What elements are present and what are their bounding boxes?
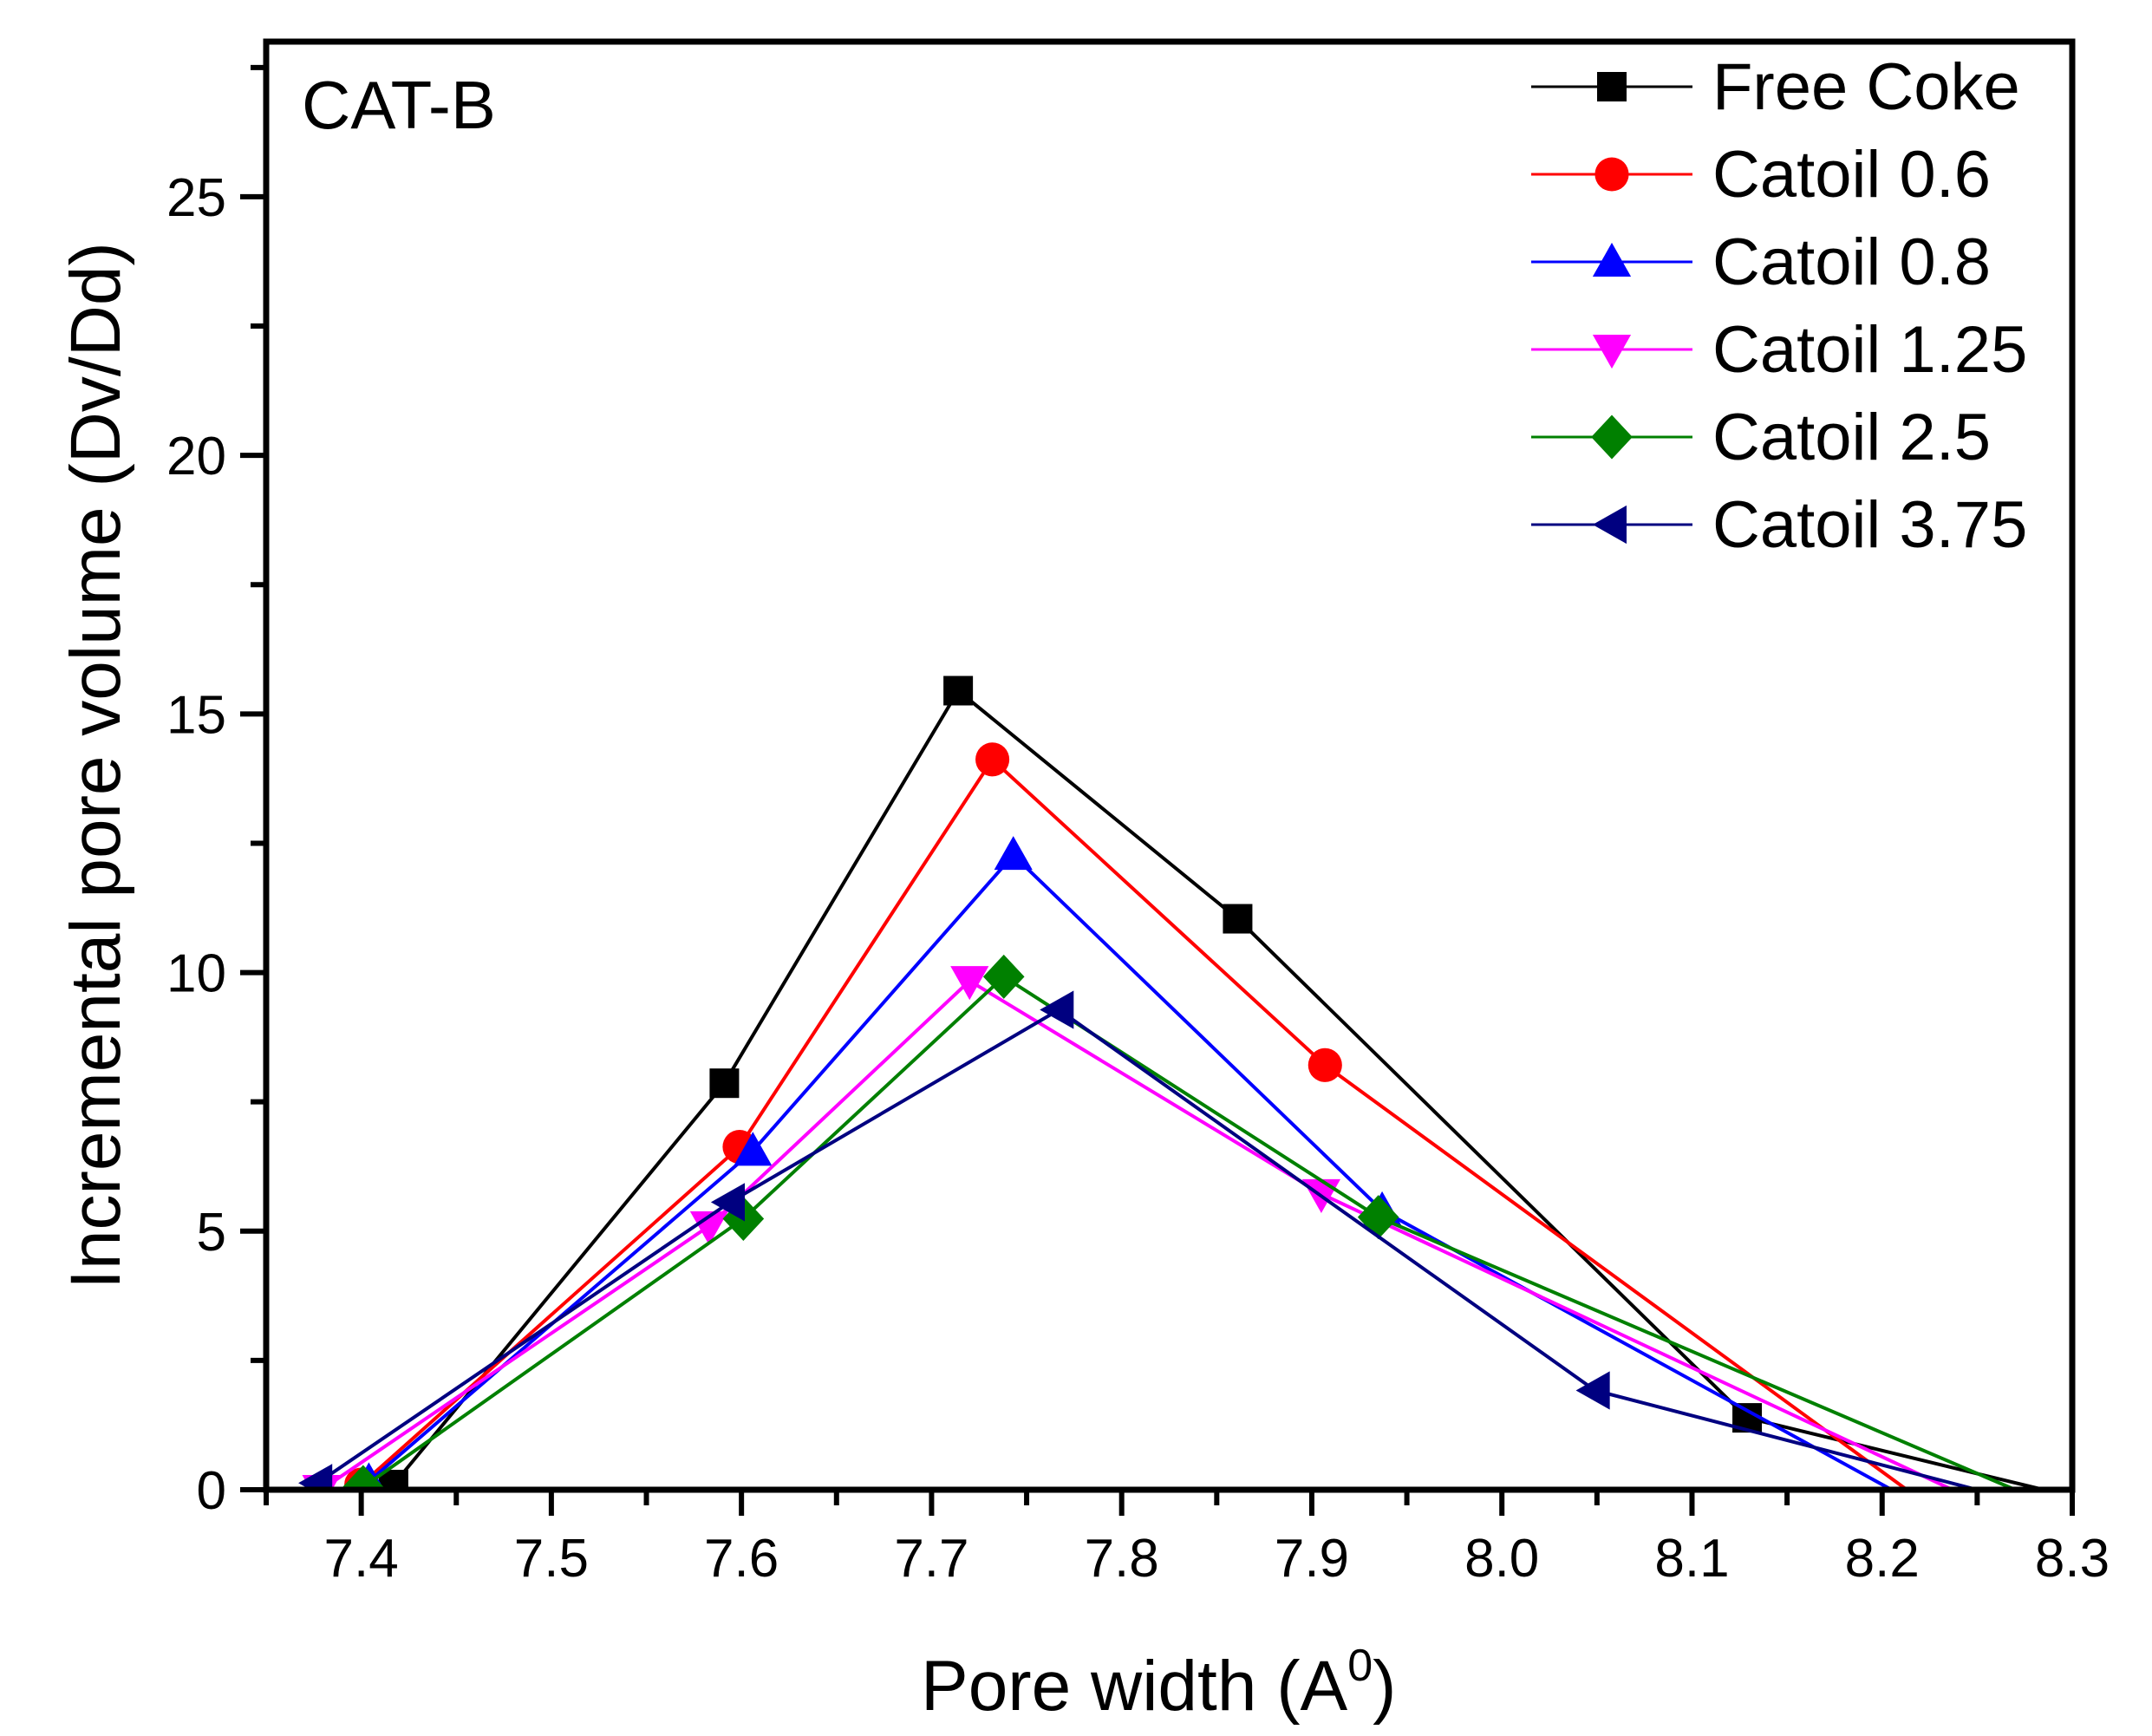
legend-marker-square — [1597, 72, 1627, 101]
x-tick-label: 7.9 — [1275, 1529, 1349, 1589]
data-point-catoil-3-75 — [1575, 1371, 1610, 1410]
y-tick-label: 15 — [166, 685, 226, 745]
legend-label: Catoil 1.25 — [1712, 313, 2027, 387]
data-point-catoil-0-8 — [994, 836, 1033, 871]
x-axis-title-end: ) — [1373, 1647, 1396, 1726]
data-point-catoil-2-5 — [1357, 1195, 1399, 1240]
series-line-catoil-0-8 — [368, 852, 1893, 1490]
y-tick-label: 0 — [197, 1461, 226, 1521]
legend-marker-triangle-down — [1592, 335, 1632, 369]
data-point-catoil-2-5 — [982, 954, 1025, 999]
legend-item-free-coke: Free Coke — [1531, 50, 2020, 124]
series-line-catoil-0-6 — [360, 756, 1908, 1490]
y-tick-label: 20 — [166, 427, 226, 486]
x-tick-label: 7.8 — [1085, 1529, 1159, 1589]
legend-item-catoil-2-5: Catoil 2.5 — [1531, 401, 1991, 474]
data-point-catoil-3-75 — [710, 1183, 746, 1222]
x-axis-title-sup: 0 — [1347, 1641, 1373, 1691]
data-point-catoil-0-8 — [734, 1132, 773, 1166]
legend-marker-triangle-left — [1592, 505, 1627, 545]
data-point-catoil-0-6 — [975, 742, 1010, 777]
legend-label: Catoil 2.5 — [1712, 401, 1991, 474]
legend-item-catoil-1-25: Catoil 1.25 — [1531, 313, 2027, 387]
plot-frame — [263, 38, 2076, 1493]
data-point-catoil-2-5 — [342, 1465, 384, 1490]
x-tick-label: 8.2 — [1845, 1529, 1920, 1589]
data-point-catoil-3-75 — [298, 1464, 333, 1490]
x-tick-label: 7.6 — [704, 1529, 779, 1589]
y-tick-label: 25 — [166, 168, 226, 228]
x-tick-label: 7.5 — [514, 1529, 589, 1589]
legend-item-catoil-0-8: Catoil 0.8 — [1531, 225, 1991, 299]
series-line-free-coke — [392, 688, 2044, 1490]
legend-label: Catoil 0.8 — [1712, 225, 1991, 299]
data-point-catoil-0-6 — [1308, 1047, 1342, 1082]
x-tick-label: 8.3 — [2035, 1529, 2110, 1589]
series-line-catoil-3-75 — [316, 1008, 1978, 1490]
y-axis-title: Incremental pore volume (Dv/Dd) — [56, 242, 135, 1289]
x-tick-label: 7.4 — [324, 1529, 399, 1589]
legend: Free Coke Catoil 0.6 Catoil 0.8 Catoil 1.25… — [1531, 50, 2027, 562]
series-line-catoil-1-25 — [320, 978, 1953, 1490]
legend-marker-triangle-up — [1592, 242, 1632, 277]
y-tick-label: 5 — [197, 1203, 226, 1263]
x-tick-label: 8.1 — [1654, 1529, 1729, 1589]
legend-marker-diamond — [1591, 414, 1633, 460]
y-tick-label: 10 — [166, 944, 226, 1004]
series-line-catoil-2-5 — [362, 974, 2017, 1490]
data-point-catoil-1-25 — [950, 966, 989, 1001]
data-point-free-coke — [1223, 904, 1253, 934]
x-tick-label: 7.7 — [894, 1529, 968, 1589]
x-tick-label: 8.0 — [1464, 1529, 1539, 1589]
x-axis-title: Pore width (A0) — [921, 1641, 1396, 1726]
legend-item-catoil-3-75: Catoil 3.75 — [1531, 488, 2027, 562]
data-point-catoil-3-75 — [1040, 990, 1074, 1029]
data-point-catoil-1-25 — [689, 1211, 728, 1245]
legend-item-catoil-0-6: Catoil 0.6 — [1531, 138, 1991, 212]
legend-label: Catoil 3.75 — [1712, 488, 2027, 562]
data-point-free-coke — [943, 675, 974, 706]
legend-marker-circle — [1594, 157, 1629, 192]
legend-label: Free Coke — [1712, 50, 2020, 124]
data-point-free-coke — [709, 1068, 740, 1099]
panel-label: CAT-B — [302, 67, 496, 143]
x-axis-title-main: Pore width (A — [921, 1647, 1348, 1726]
data-point-free-coke — [378, 1470, 408, 1490]
legend-label: Catoil 0.6 — [1712, 138, 1991, 212]
